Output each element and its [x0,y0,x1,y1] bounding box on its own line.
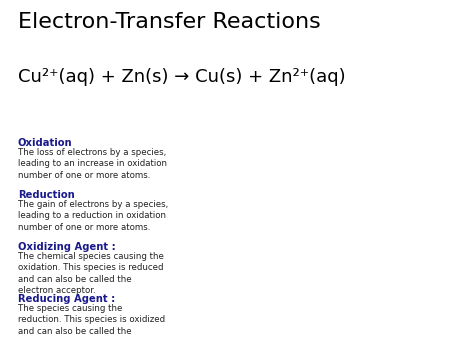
Text: Oxidizing Agent :: Oxidizing Agent : [18,242,116,252]
Text: Electron-Transfer Reactions: Electron-Transfer Reactions [18,12,321,32]
Text: Cu²⁺(aq) + Zn(s) → Cu(s) + Zn²⁺(aq): Cu²⁺(aq) + Zn(s) → Cu(s) + Zn²⁺(aq) [18,68,346,86]
Text: The species causing the
reduction. This species is oxidized
and can also be call: The species causing the reduction. This … [18,304,165,338]
Text: The chemical species causing the
oxidation. This species is reduced
and can also: The chemical species causing the oxidati… [18,252,164,295]
Text: The loss of electrons by a species,
leading to an increase in oxidation
number o: The loss of electrons by a species, lead… [18,148,167,180]
Text: Reducing Agent :: Reducing Agent : [18,294,115,304]
Text: Oxidation: Oxidation [18,138,72,148]
Text: The gain of electrons by a species,
leading to a reduction in oxidation
number o: The gain of electrons by a species, lead… [18,200,168,232]
Text: Reduction: Reduction [18,190,75,200]
